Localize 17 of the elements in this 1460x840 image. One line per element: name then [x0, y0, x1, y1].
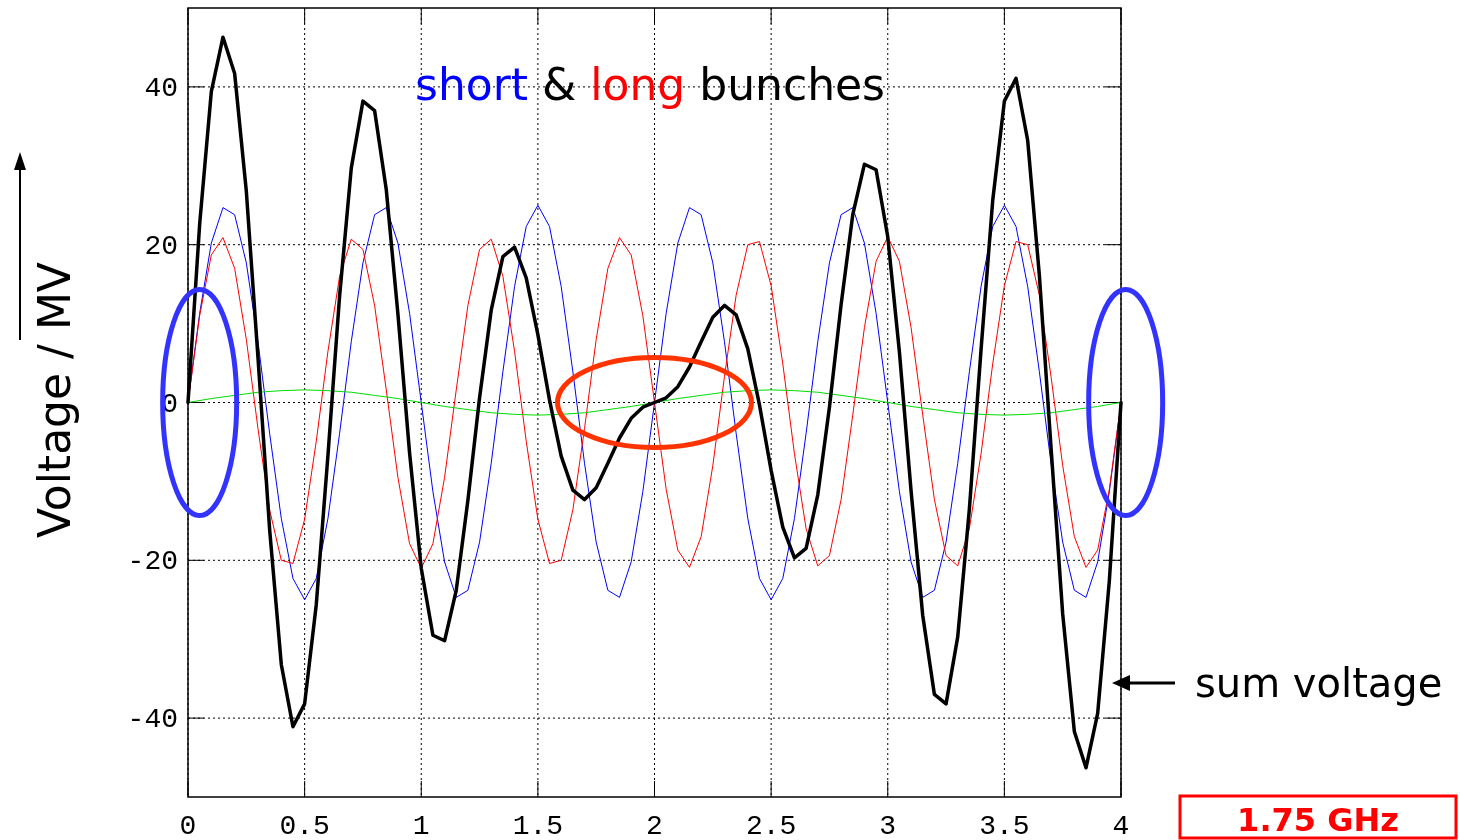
x-tick-label: 0	[179, 811, 197, 840]
x-tick-label: 2.5	[745, 811, 797, 840]
x-tick-label: 1	[412, 811, 430, 840]
y-axis-title: Voltage / MV	[29, 262, 80, 538]
y-tick-label: 20	[144, 230, 178, 262]
annotation: short & long bunches	[414, 59, 886, 110]
x-tick-label: 0.5	[279, 811, 330, 840]
x-tick-label: 3	[879, 811, 897, 840]
y-tick-label: -20	[127, 546, 178, 578]
x-tick-label: 2	[646, 811, 663, 840]
y-tick-label: 40	[144, 72, 178, 104]
text: 1.75 GHz	[1237, 801, 1399, 839]
y-tick-label: -40	[127, 704, 178, 736]
x-tick-label: 4	[1112, 811, 1130, 840]
text: sum voltage	[1195, 660, 1443, 706]
x-tick-label: 1.5	[512, 811, 564, 840]
x-tick-label: 3.5	[979, 811, 1030, 840]
